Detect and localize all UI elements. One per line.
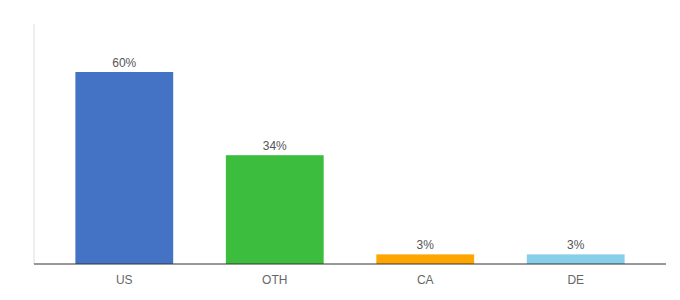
bars [75,72,624,264]
chart-container: 60% 34% 3% 3% US OTH CA DE [0,0,680,300]
bar [527,254,625,264]
bar [376,254,474,264]
data-label: 34% [263,139,287,153]
data-label: 3% [417,238,435,252]
x-tick-label: US [116,273,133,287]
x-tick-label: DE [567,273,584,287]
y-axis-line [34,24,35,264]
bar [75,72,173,264]
bar [226,155,324,264]
data-label: 60% [112,56,136,70]
chart: 60% 34% 3% 3% US OTH CA DE [0,0,680,300]
x-axis-line [34,264,666,265]
x-tick-label: OTH [262,273,287,287]
x-tick-label: CA [417,273,434,287]
data-label: 3% [567,238,585,252]
